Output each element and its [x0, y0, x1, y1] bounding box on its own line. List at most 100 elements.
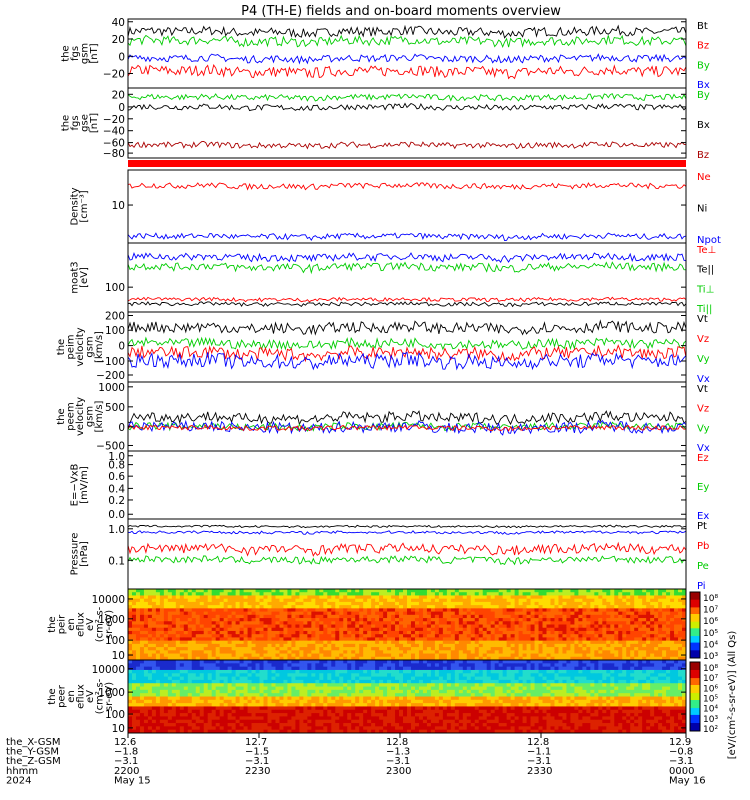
colorbar-tick-label: 10³ — [703, 652, 718, 662]
panel-ylabel: (cm²-s- — [95, 606, 106, 642]
y-tick-label: 0.0 — [108, 509, 125, 521]
panel-ylabel: the — [61, 45, 72, 61]
x-annotation-value: 2230 — [245, 766, 270, 777]
panel-ylabel: [nT] — [89, 113, 100, 133]
legend-label-vy: Vy — [697, 354, 710, 365]
y-tick-label: 0.4 — [108, 483, 125, 495]
colorbar-tick-label: 10⁴ — [703, 705, 718, 715]
x-annotation-value: 2300 — [386, 766, 411, 777]
legend-label-by: By — [697, 90, 710, 101]
panel-ylabel: [mV/m] — [79, 466, 90, 504]
panel-frame — [127, 169, 687, 244]
series-line-pe — [127, 555, 687, 566]
panel-ylabel: peim — [66, 334, 77, 359]
series-line-ne — [127, 182, 687, 191]
panel-density: 10 Density[cm⁻³] Ne Ni Npot — [70, 169, 721, 246]
x-annotation-value: 12.8 — [386, 737, 408, 748]
colorbar-tick-label: 10⁴ — [703, 640, 718, 650]
legend-label-pe: Pe — [697, 561, 709, 572]
panel-ylabel: sr-eV) — [104, 682, 115, 711]
series-line-bz — [127, 141, 687, 150]
y-tick-label: 0 — [118, 51, 125, 63]
x-annotation-value: 2330 — [527, 766, 552, 777]
series-line-bx — [127, 102, 687, 112]
y-tick-label: 10 — [112, 723, 125, 735]
y-tick-label: 0 — [118, 102, 125, 114]
legend-label-vz: Vz — [697, 334, 709, 345]
y-tick-label: 100 — [105, 282, 125, 294]
series-line-bz — [127, 64, 687, 80]
panel-pressure: 1.0 0.1 Pressure[nPa] Pt Pb Pe Pi — [70, 518, 709, 592]
panel-ylabel: E=−VxB — [70, 464, 81, 507]
series-line-vz — [127, 344, 687, 363]
colorbar-tick-label: 10⁶ — [703, 684, 718, 694]
x-annotation-value: 12.9 — [669, 737, 691, 748]
legend-label-ey: Ey — [697, 482, 709, 493]
panel-ylabel: the — [47, 616, 58, 632]
y-tick-label: 0 — [118, 422, 125, 434]
colorbar-tick-label: 10⁵ — [703, 695, 718, 705]
y-tick-label: −60 — [103, 138, 125, 150]
panel-ylabel: peer — [57, 684, 68, 708]
panel-frame — [127, 450, 687, 520]
x-annotation-value: −3.1 — [669, 756, 693, 767]
x-annotation-value: 2200 — [114, 766, 139, 777]
flag-bar — [128, 160, 686, 167]
y-tick-label: 0.6 — [108, 471, 125, 483]
x-annotation-value: −3.1 — [386, 756, 410, 767]
legend-label-bx: Bx — [697, 120, 710, 131]
panel-ylabel: [cm⁻³] — [79, 190, 90, 222]
legend-label-te: Te⊥ — [696, 245, 716, 256]
legend-label-ti: Ti|| — [696, 304, 712, 315]
series-line-pb — [127, 541, 687, 557]
panel-stack: 40200−20thefgsgsm[nT]BtBzByBx200−20−40−6… — [47, 17, 721, 735]
legend-label-by: By — [697, 60, 710, 71]
panel-ylabel: the — [47, 688, 58, 704]
y-tick-label: 100 — [105, 325, 125, 337]
x-annotation-value: −1.5 — [245, 747, 269, 758]
colorbar-tick-label: 10⁵ — [703, 629, 718, 639]
panel-ylabel: gsm — [85, 406, 96, 427]
series-line-pi — [127, 530, 687, 535]
panel-ylabel: [km/s] — [94, 400, 105, 432]
legend-label-pb: Pb — [697, 541, 709, 552]
panel-peir-spec: 10000 1000 100 10 thepeirenefluxeV(cm²-s-sr-… — [47, 588, 687, 662]
series-line-by — [127, 93, 687, 102]
y-tick-label: 20 — [112, 34, 125, 46]
x-annotation-value: −1.1 — [527, 747, 551, 758]
legend-label-vx: Vx — [697, 374, 710, 385]
x-annotation-value: −0.8 — [669, 747, 693, 758]
panel-ylabel: the — [56, 408, 67, 424]
series-line-npot — [127, 232, 687, 241]
y-tick-label: 1.0 — [108, 451, 125, 463]
legend-label-bz: Bz — [697, 41, 709, 52]
x-annotation-row-label: the_Z-GSM — [6, 756, 61, 767]
series-line-te — [127, 296, 687, 303]
x-annotation-value: −1.8 — [114, 747, 138, 758]
legend-label-vx: Vx — [697, 443, 710, 454]
x-annotation-value: −1.3 — [386, 747, 410, 758]
legend-label-vt: Vt — [697, 314, 708, 325]
x-annotation-value: −3.1 — [245, 756, 269, 767]
legend-label-pt: Pt — [697, 521, 707, 532]
panel-ylabel: fgs — [70, 46, 81, 61]
panel-peer-spec: 10000 1000 100 10 thepeerenefluxeV(cm²-s-sr-… — [47, 659, 687, 735]
panel-ylabel: gsm — [85, 336, 96, 357]
panel-ylabel: Density — [70, 187, 81, 225]
y-tick-label: −100 — [96, 356, 125, 368]
series-line-pt — [127, 524, 687, 529]
y-tick-label: −80 — [103, 148, 125, 160]
panel-ylabel: en — [66, 690, 77, 703]
panel-ylabel: gsm — [80, 43, 91, 64]
y-tick-label: −200 — [96, 370, 125, 382]
y-tick-label: 1000 — [98, 687, 125, 699]
colorbar-tick-label: 10² — [703, 725, 718, 735]
x-annotation-value: 0000 — [669, 766, 694, 777]
y-tick-label: −20 — [103, 114, 125, 126]
panel-ylabel: fgs — [70, 115, 81, 130]
y-tick-label: −20 — [103, 69, 125, 81]
y-tick-label: 0.2 — [108, 495, 125, 507]
